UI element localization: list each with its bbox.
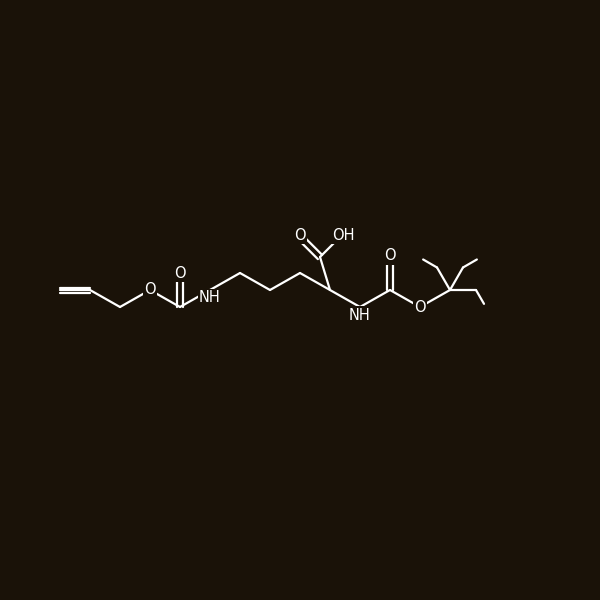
Text: O: O bbox=[384, 248, 396, 263]
Text: NH: NH bbox=[199, 290, 221, 305]
Text: O: O bbox=[295, 228, 306, 243]
Text: NH: NH bbox=[349, 307, 371, 323]
Text: O: O bbox=[174, 265, 186, 280]
Text: O: O bbox=[144, 283, 156, 298]
Text: OH: OH bbox=[332, 228, 355, 243]
Text: O: O bbox=[414, 299, 426, 314]
